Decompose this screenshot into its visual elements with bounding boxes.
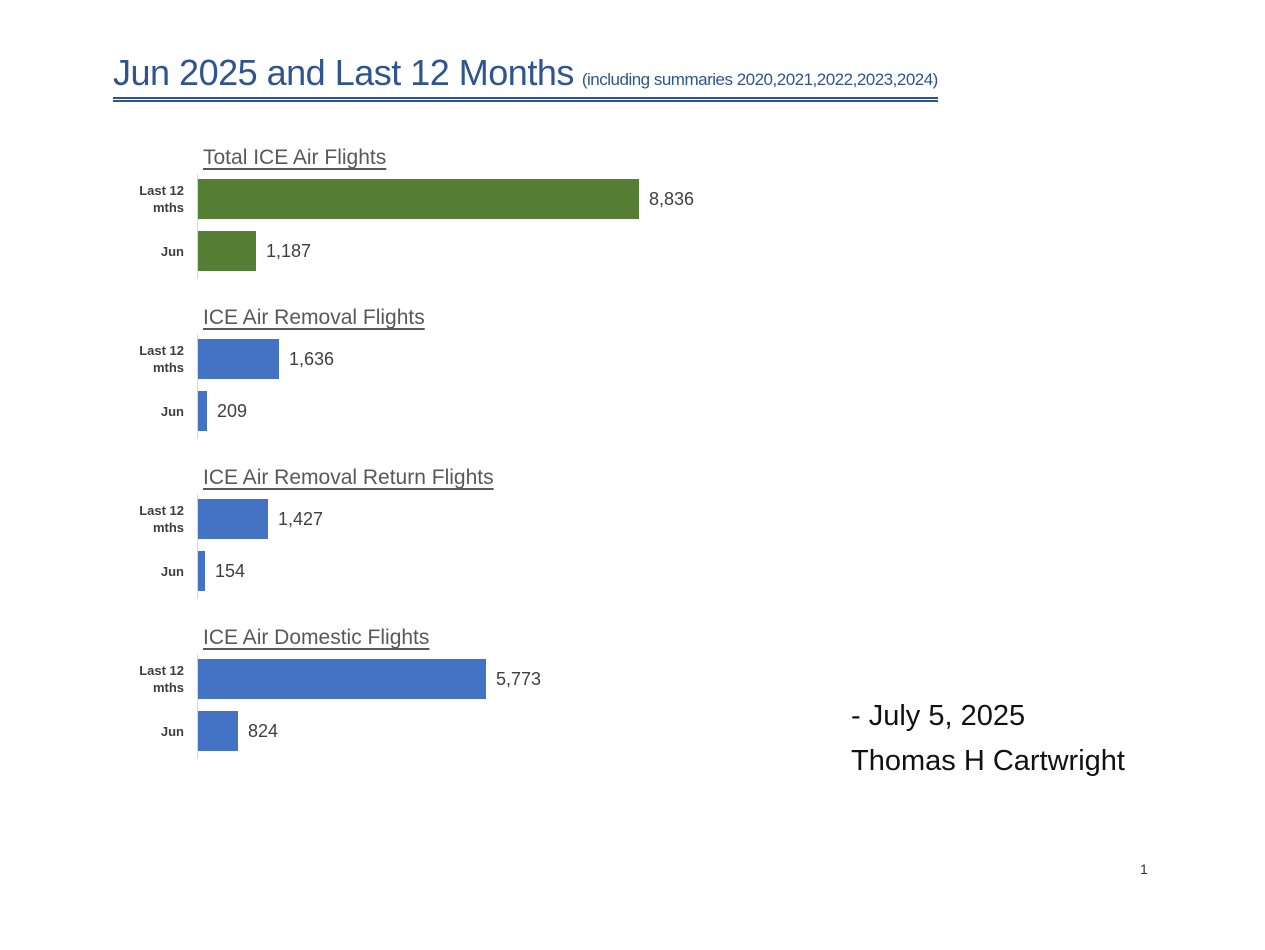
category-label: Jun <box>160 403 184 419</box>
category-label: Last 12 mths <box>139 663 184 695</box>
category-label: Jun <box>160 563 184 579</box>
byline: - July 5, 2025 Thomas H Cartwright <box>851 694 1125 784</box>
value-label: 5,773 <box>496 668 542 689</box>
chart-plot-area: Last 12 mths 5,773 Jun 824 <box>122 654 782 759</box>
category-label: Last 12 mths <box>139 503 184 535</box>
bar <box>197 499 268 539</box>
bar-row: Last 12 mths 8,836 <box>122 179 782 219</box>
bar-row: Last 12 mths 5,773 <box>122 659 782 699</box>
slide-title: Jun 2025 and Last 12 Months (including su… <box>113 52 938 102</box>
bar-area: 1,427 <box>197 499 323 539</box>
slide-title-suffix: (including summaries 2020,2021,2022,2023… <box>581 70 938 89</box>
bar-area: 8,836 <box>197 179 694 219</box>
bar-area: 5,773 <box>197 659 541 699</box>
bar-chart: Total ICE Air Flights Last 12 mths 8,836 J… <box>122 146 782 279</box>
bar <box>197 659 486 699</box>
bar-row: Last 12 mths 1,427 <box>122 499 782 539</box>
bar-area: 1,636 <box>197 339 334 379</box>
value-label: 8,836 <box>649 188 695 209</box>
bar-area: 1,187 <box>197 231 311 271</box>
bar <box>197 231 256 271</box>
bar <box>197 179 639 219</box>
page-number: 1 <box>1140 861 1148 877</box>
chart-title: ICE Air Removal Return Flights <box>203 466 494 489</box>
category-label: Last 12 mths <box>139 343 184 375</box>
category-label: Jun <box>160 723 184 739</box>
byline-date: - July 5, 2025 <box>851 700 1026 732</box>
value-label: 1,636 <box>289 348 335 369</box>
bar-row: Jun 1,187 <box>122 231 782 271</box>
bar-area: 824 <box>197 711 278 751</box>
bar <box>197 339 279 379</box>
bar <box>197 391 207 431</box>
bar-chart: ICE Air Removal Flights Last 12 mths 1,63… <box>122 306 782 439</box>
value-label: 154 <box>215 560 246 581</box>
value-label: 209 <box>217 400 248 421</box>
charts-area: Total ICE Air Flights Last 12 mths 8,836 J… <box>122 146 782 786</box>
value-label: 1,187 <box>266 240 312 261</box>
chart-title: ICE Air Domestic Flights <box>203 626 430 649</box>
value-label: 824 <box>248 720 279 741</box>
bar-chart: ICE Air Domestic Flights Last 12 mths 5,7… <box>122 626 782 759</box>
bar <box>197 711 238 751</box>
slide-title-text: Jun 2025 and Last 12 Months <box>113 52 574 93</box>
category-label: Jun <box>160 243 184 259</box>
category-label: Last 12 mths <box>139 183 184 215</box>
chart-plot-area: Last 12 mths 1,427 Jun 154 <box>122 494 782 599</box>
value-label: 1,427 <box>278 508 324 529</box>
bar-area: 154 <box>197 551 245 591</box>
chart-title: ICE Air Removal Flights <box>203 306 425 329</box>
bar-row: Jun 824 <box>122 711 782 751</box>
chart-title: Total ICE Air Flights <box>203 146 387 169</box>
chart-plot-area: Last 12 mths 1,636 Jun 209 <box>122 334 782 439</box>
bar <box>197 551 205 591</box>
chart-plot-area: Last 12 mths 8,836 Jun 1,187 <box>122 174 782 279</box>
bar-row: Jun 209 <box>122 391 782 431</box>
byline-author: Thomas H Cartwright <box>851 745 1125 777</box>
bar-chart: ICE Air Removal Return Flights Last 12 m… <box>122 466 782 599</box>
bar-row: Jun 154 <box>122 551 782 591</box>
bar-row: Last 12 mths 1,636 <box>122 339 782 379</box>
bar-area: 209 <box>197 391 247 431</box>
